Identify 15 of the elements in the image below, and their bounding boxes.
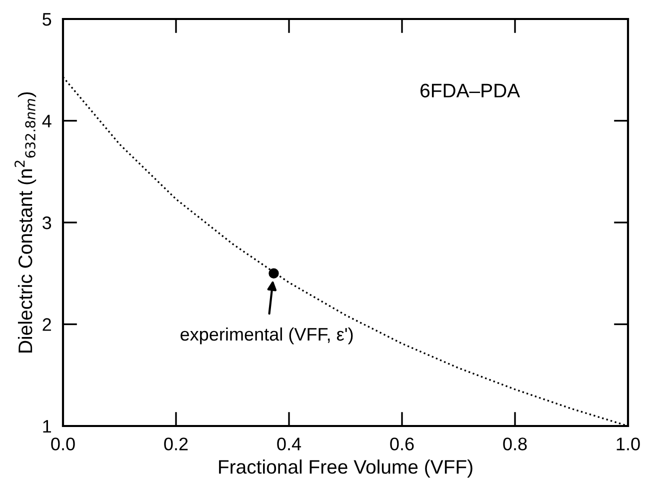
y-tick-label: 1	[43, 420, 52, 433]
x-tick-label: 1.0	[616, 438, 640, 450]
y-tick-label: 2	[42, 318, 51, 331]
x-tick-label: 0.0	[51, 438, 75, 450]
y-tick-label: 3	[42, 216, 52, 230]
x-tick-label: 0.2	[164, 438, 188, 450]
y-tick-label: 5	[42, 13, 52, 26]
x-tick-label: 0.8	[503, 438, 527, 450]
annotation: experimental (VFF, ε')	[180, 327, 353, 344]
x-tick-label: 0.4	[277, 438, 302, 450]
y-tick-label: 4	[42, 114, 52, 128]
annotation: 6FDA–PDA	[420, 84, 520, 98]
y-axis-title: Dielectric Constant (n$^{2}$$_{632.8nm}$)	[14, 92, 36, 352]
x-axis-title: Fractional Free Volume (VFF)	[219, 460, 472, 478]
x-tick-label: 0.6	[390, 438, 414, 450]
